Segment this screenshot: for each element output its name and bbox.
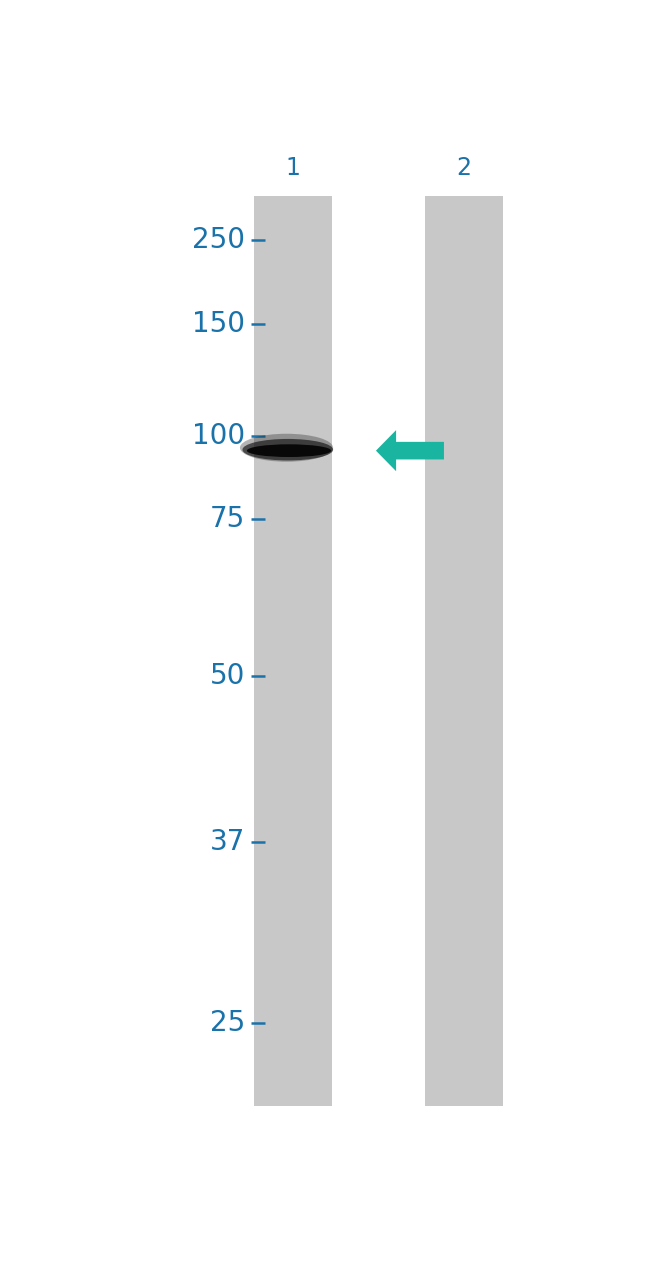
Text: 2: 2 xyxy=(456,156,472,180)
Text: 50: 50 xyxy=(210,662,245,690)
FancyArrow shape xyxy=(376,431,444,471)
Text: 75: 75 xyxy=(210,505,245,533)
Text: 250: 250 xyxy=(192,226,245,254)
Text: 100: 100 xyxy=(192,422,245,450)
Text: 25: 25 xyxy=(210,1008,245,1036)
Bar xyxy=(254,197,332,1106)
Bar xyxy=(425,197,503,1106)
Text: 1: 1 xyxy=(285,156,300,180)
Ellipse shape xyxy=(247,444,332,457)
Text: 150: 150 xyxy=(192,310,245,338)
Ellipse shape xyxy=(242,439,333,461)
Text: 37: 37 xyxy=(210,828,245,856)
Ellipse shape xyxy=(240,434,333,462)
